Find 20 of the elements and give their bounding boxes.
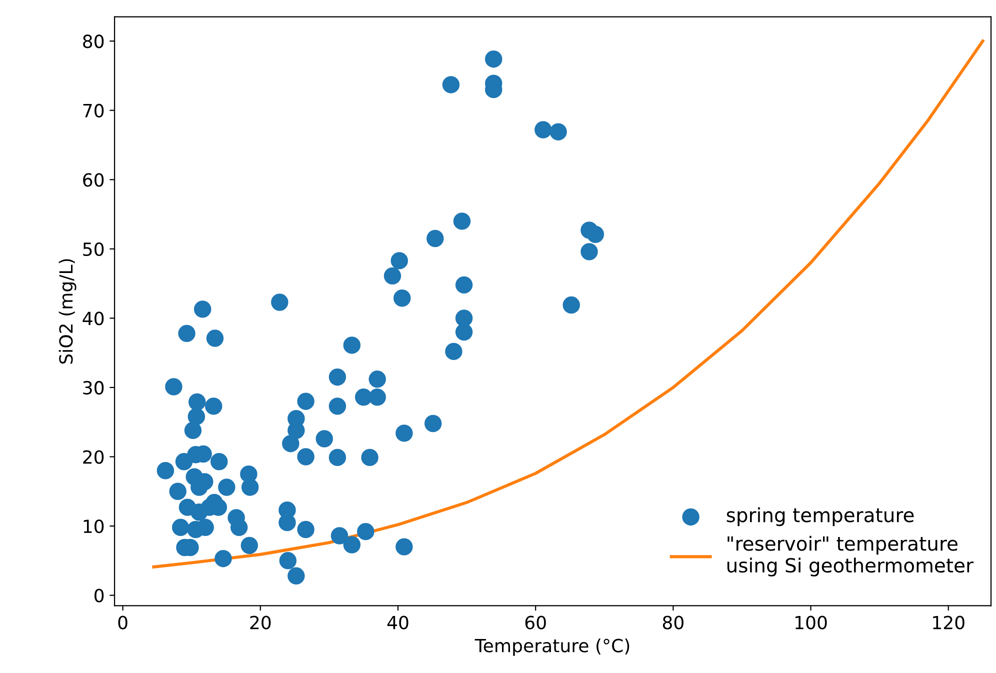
y-tick-label: 60 <box>83 173 104 187</box>
y-tick-label: 20 <box>83 450 104 464</box>
x-tick-label: 100 <box>796 616 827 630</box>
x-tick-label: 20 <box>250 616 271 630</box>
y-tick-label: 80 <box>83 34 104 48</box>
y-tick-label: 50 <box>83 242 104 256</box>
x-tick-label: 120 <box>933 616 964 630</box>
x-tick-label: 80 <box>662 616 684 630</box>
y-tick-label: 30 <box>83 380 104 395</box>
legend-label: "reservoir" temperature using Si geothermometer <box>727 536 974 576</box>
y-tick-label: 40 <box>82 312 104 326</box>
y-tick-label: 70 <box>83 104 104 118</box>
y-tick-label: 0 <box>94 588 104 602</box>
legend-label: spring temperature <box>726 507 914 526</box>
x-tick-label: 0 <box>118 616 128 630</box>
x-axis-title: Temperature (°C) <box>474 638 630 656</box>
y-axis-title: SiO2 (mg/L) <box>58 259 76 364</box>
y-tick-label: 10 <box>84 519 104 534</box>
x-tick-label: 60 <box>525 616 546 630</box>
x-tick-label: 40 <box>387 616 408 630</box>
